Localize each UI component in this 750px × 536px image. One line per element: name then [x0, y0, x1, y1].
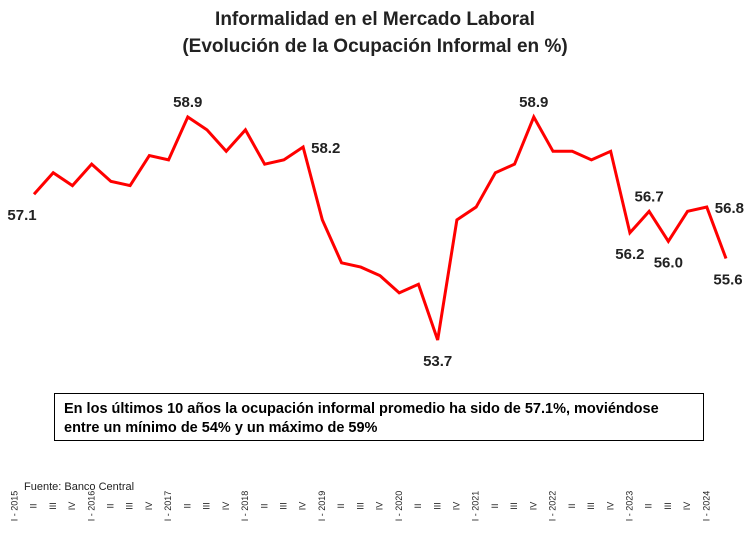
- x-tick-label: II: [336, 503, 346, 508]
- data-label: 58.2: [311, 140, 340, 157]
- x-tick-label: I - 2018: [240, 491, 250, 522]
- data-label: 56.8: [715, 200, 744, 217]
- x-tick-label: III: [586, 502, 596, 510]
- data-label: 56.7: [635, 188, 664, 205]
- x-tick-label: I - 2022: [548, 491, 558, 522]
- x-tick-label: IV: [144, 502, 154, 511]
- x-tick-label: IV: [375, 502, 385, 511]
- x-tick-label: III: [48, 502, 58, 510]
- x-tick-label: I - 2021: [471, 491, 481, 522]
- x-tick-label: I - 2015: [9, 491, 19, 522]
- data-label: 53.7: [423, 353, 452, 370]
- x-tick-label: III: [278, 502, 288, 510]
- x-tick-label: II: [29, 503, 39, 508]
- x-tick-label: IV: [451, 502, 461, 511]
- x-tick-label: II: [644, 503, 654, 508]
- data-label: 58.9: [173, 94, 202, 111]
- line: [32, 113, 728, 341]
- x-tick-label: III: [663, 502, 673, 510]
- data-label: 57.1: [7, 207, 36, 224]
- data-label: 58.9: [519, 94, 548, 111]
- x-tick-label: II: [105, 503, 115, 508]
- x-tick-label: I - 2017: [163, 491, 173, 522]
- x-tick-label: II: [413, 503, 423, 508]
- x-tick-label: IV: [682, 502, 692, 511]
- x-tick-label: IV: [298, 502, 308, 511]
- x-tick-label: III: [355, 502, 365, 510]
- x-tick-label: II: [490, 503, 500, 508]
- x-tick-label: III: [509, 502, 519, 510]
- x-tick-label: II: [182, 503, 192, 508]
- data-label: 55.6: [713, 271, 742, 288]
- x-tick-label: II: [567, 503, 577, 508]
- chart-subtitle: (Evolución de la Ocupación Informal en %…: [182, 36, 567, 57]
- x-tick-label: I - 2016: [86, 491, 96, 522]
- data-label: 56.0: [654, 254, 683, 271]
- x-tick-label: I - 2019: [317, 491, 327, 522]
- x-tick-label: IV: [528, 502, 538, 511]
- x-tick-label: I - 2024: [701, 491, 711, 522]
- x-tick-label: IV: [605, 502, 615, 511]
- x-tick-label: III: [432, 502, 442, 510]
- data-label: 56.2: [615, 246, 644, 263]
- x-tick-label: I - 2020: [394, 491, 404, 522]
- annotation: En los últimos 10 años la ocupación info…: [54, 393, 704, 441]
- chart-title: Informalidad en el Mercado Laboral: [215, 9, 535, 30]
- x-tick-label: III: [125, 502, 135, 510]
- source: Fuente: Banco Central: [24, 481, 134, 493]
- x-tick-label: IV: [67, 502, 77, 511]
- x-tick-label: II: [259, 503, 269, 508]
- x-tick-label: III: [202, 502, 212, 510]
- x-tick-label: IV: [221, 502, 231, 511]
- x-tick-label: I - 2023: [624, 491, 634, 522]
